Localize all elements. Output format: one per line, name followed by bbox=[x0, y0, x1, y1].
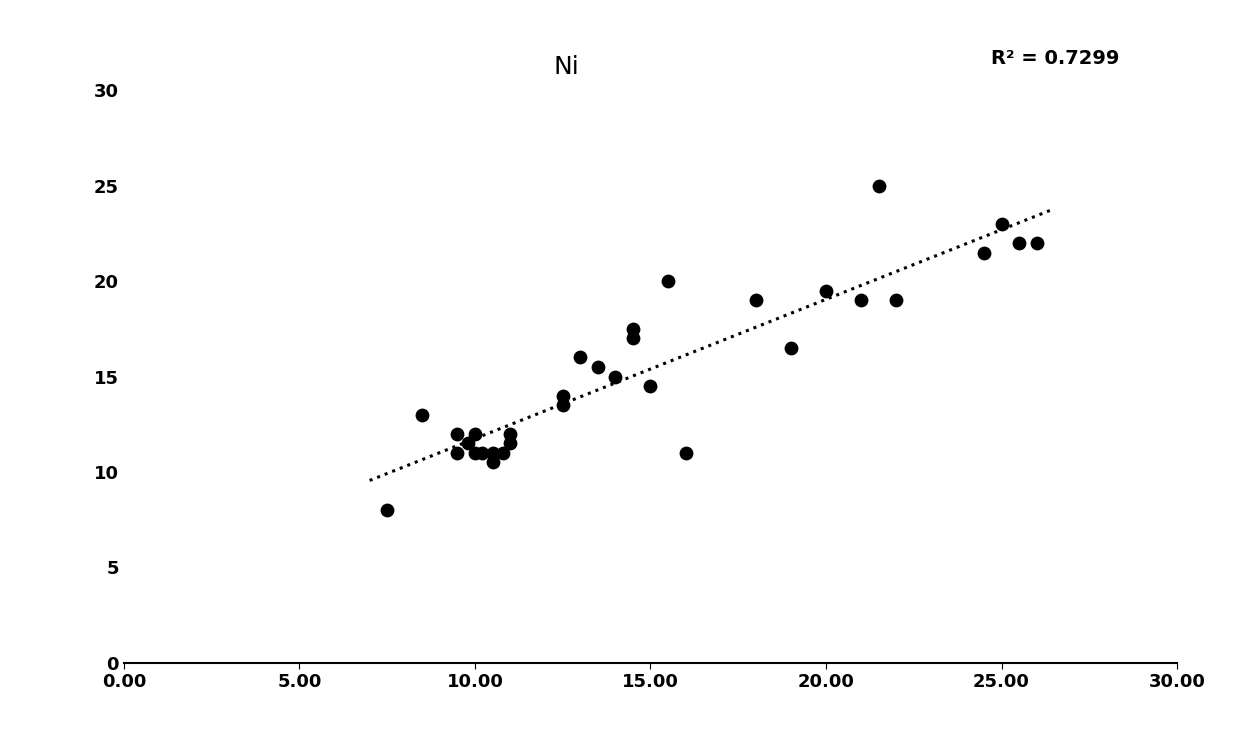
Point bbox=[817, 285, 836, 297]
Point bbox=[447, 428, 467, 440]
Point bbox=[1027, 237, 1047, 249]
Text: R² = 0.7299: R² = 0.7299 bbox=[991, 49, 1120, 68]
Point bbox=[377, 504, 396, 516]
Point bbox=[413, 409, 432, 421]
Point bbox=[570, 352, 590, 364]
Point bbox=[658, 275, 678, 287]
Point bbox=[553, 389, 572, 401]
Point bbox=[641, 380, 660, 392]
Point bbox=[851, 294, 871, 306]
Point bbox=[675, 447, 695, 459]
Point bbox=[623, 332, 643, 344]
Point bbox=[482, 447, 502, 459]
Point bbox=[886, 294, 906, 306]
Point bbox=[781, 342, 800, 354]
Point bbox=[606, 370, 626, 383]
Point bbox=[482, 456, 502, 468]
Point bbox=[991, 218, 1011, 230]
Point bbox=[974, 246, 994, 258]
Point bbox=[746, 294, 766, 306]
Point bbox=[458, 437, 478, 450]
Point bbox=[447, 447, 467, 459]
Point bbox=[587, 361, 607, 373]
Point bbox=[869, 180, 888, 192]
Point bbox=[465, 447, 484, 459]
Point bbox=[493, 447, 513, 459]
Point bbox=[472, 447, 492, 459]
Title: Ni: Ni bbox=[554, 55, 579, 79]
Point bbox=[465, 428, 484, 440]
Point bbox=[553, 399, 572, 411]
Point bbox=[501, 437, 520, 450]
Point bbox=[623, 323, 643, 335]
Point bbox=[501, 428, 520, 440]
Point bbox=[1009, 237, 1028, 249]
